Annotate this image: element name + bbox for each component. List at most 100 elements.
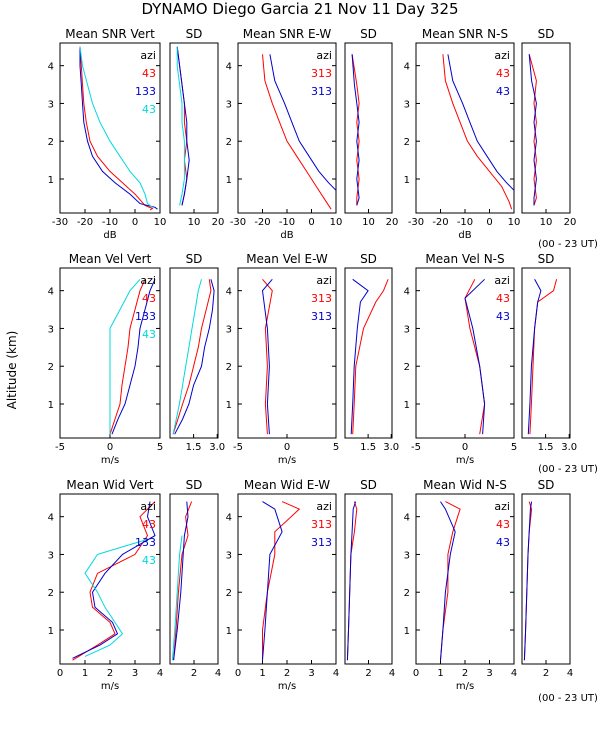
x-tick-label: 0 <box>308 217 314 228</box>
x-tick-label: -10 <box>457 217 473 228</box>
x-axis-label: dB <box>280 230 293 241</box>
panel-title: Mean SNR N-S <box>422 27 508 41</box>
panel-3: SD 10 20 <box>344 27 399 228</box>
series-line-blue <box>72 501 156 659</box>
x-tick-label: 4 <box>215 668 221 679</box>
x-tick-label: 0 <box>57 668 63 679</box>
series-line-red <box>79 46 154 211</box>
panel-title: SD <box>538 27 555 41</box>
x-tick-label: -30 <box>52 217 68 228</box>
x-tick-label: 5 <box>157 442 163 453</box>
y-tick-label: 3 <box>404 550 410 561</box>
panel-title: SD <box>186 478 203 492</box>
x-tick-label: -10 <box>102 217 118 228</box>
x-tick-label: 10 <box>154 217 167 228</box>
x-tick-label: -5 <box>233 442 243 453</box>
legend-entry: 133 <box>135 536 156 549</box>
legend-title: azi <box>494 500 510 513</box>
series-line-cyan <box>176 46 185 206</box>
y-tick-label: 3 <box>404 324 410 335</box>
panel-title: Mean Vel N-S <box>425 252 504 266</box>
panel-11: SD 1.5 3.0 <box>521 252 577 453</box>
panel-title: SD <box>186 252 203 266</box>
panel-title: SD <box>538 252 555 266</box>
series-line-blue <box>464 278 486 435</box>
series-line-red <box>352 279 389 435</box>
x-tick-label: 3 <box>132 668 138 679</box>
legend-entry: 43 <box>142 103 156 116</box>
panel-7: SD 1.5 3.0 <box>169 252 225 453</box>
x-tick-label: -5 <box>411 442 421 453</box>
y-tick-label: 1 <box>226 626 232 637</box>
series-line-red <box>262 278 273 435</box>
panel-6: Mean Vel Vert 1 2 3 4 -5 0 5 m/s azi 43 133 43 <box>48 252 164 466</box>
y-tick-label: 4 <box>226 62 232 73</box>
series-line-blue <box>440 501 456 661</box>
series-line-blue <box>176 46 190 206</box>
x-tick-label: 1 <box>437 668 443 679</box>
legend-entry: 43 <box>496 310 510 323</box>
series-line-blue <box>262 501 283 661</box>
x-tick-label: 2 <box>462 668 468 679</box>
x-tick-label: 20 <box>386 217 399 228</box>
y-tick-label: 1 <box>226 175 232 186</box>
legend-entry: 43 <box>496 518 510 531</box>
legend-entry: 43 <box>496 292 510 305</box>
series-line-cyan <box>172 279 202 435</box>
y-tick-label: 3 <box>226 550 232 561</box>
series-line-cyan <box>84 538 148 657</box>
legend-entry: 43 <box>142 518 156 531</box>
panel-4: Mean SNR N-S 1 2 3 4 -30 -20 -10 0 10 dB azi 43 43 <box>404 27 521 241</box>
series-line-red <box>528 54 537 206</box>
series-line-blue <box>111 279 156 435</box>
legend-entry: 313 <box>311 310 332 323</box>
x-tick-label: 2 <box>107 668 113 679</box>
x-tick-label: 0 <box>413 668 419 679</box>
panel-12: Mean Wid Vert 1 2 3 4 0 1 2 3 4 m/s azi 43 133 43 <box>48 478 164 692</box>
series-line-blue <box>351 54 360 206</box>
x-tick-label: -10 <box>279 217 295 228</box>
panel-2: Mean SNR E-W 1 2 3 4 -30 -20 -10 0 10 dB azi 313 313 <box>226 27 343 241</box>
x-tick-label: 0 <box>107 442 113 453</box>
series-line-blue <box>528 54 537 206</box>
x-tick-label: 3.0 <box>209 442 225 453</box>
x-tick-label: 4 <box>567 668 573 679</box>
x-tick-label: 0 <box>462 442 468 453</box>
y-tick-label: 3 <box>226 99 232 110</box>
panel-8: Mean Vel E-W 1 2 3 4 -5 0 5 m/s azi 313 313 <box>226 252 340 466</box>
legend-title: azi <box>316 49 332 62</box>
y-tick-label: 1 <box>48 175 54 186</box>
y-tick-label: 3 <box>226 324 232 335</box>
series-line-red <box>440 501 461 661</box>
x-axis-label: dB <box>103 230 116 241</box>
x-tick-label: 3.0 <box>561 442 577 453</box>
series-line-cyan <box>109 278 141 435</box>
x-tick-label: 1.5 <box>538 442 554 453</box>
x-axis-label: dB <box>458 230 471 241</box>
series-line-red <box>464 279 486 435</box>
x-axis-label: m/s <box>456 681 474 692</box>
y-tick-label: 3 <box>48 99 54 110</box>
figure-ylabel: Altitude (km) <box>5 331 19 410</box>
time-note: (00 - 23 UT) <box>538 464 598 475</box>
series-line-red <box>529 279 558 435</box>
x-axis-label: m/s <box>101 681 119 692</box>
panel-9: SD 1.5 3.0 <box>344 252 399 453</box>
series-line-red <box>442 54 513 210</box>
series-line-red <box>173 501 193 661</box>
panel-16: Mean Wid N-S 1 2 3 4 0 1 2 3 4 m/s azi 43 43 <box>404 478 518 692</box>
panel-title: Mean Wid E-W <box>244 478 330 492</box>
series-line-red <box>72 501 156 661</box>
y-tick-label: 4 <box>226 287 232 298</box>
series-line-cyan <box>79 46 153 208</box>
panel-15: SD 2 4 <box>344 478 395 679</box>
x-tick-label: 0 <box>486 217 492 228</box>
x-tick-label: 0 <box>132 217 138 228</box>
panel-frame <box>344 493 393 665</box>
x-tick-label: 1 <box>259 668 265 679</box>
y-tick-label: 1 <box>226 400 232 411</box>
legend-title: azi <box>140 49 156 62</box>
panel-title: SD <box>538 478 555 492</box>
legend-title: azi <box>140 500 156 513</box>
